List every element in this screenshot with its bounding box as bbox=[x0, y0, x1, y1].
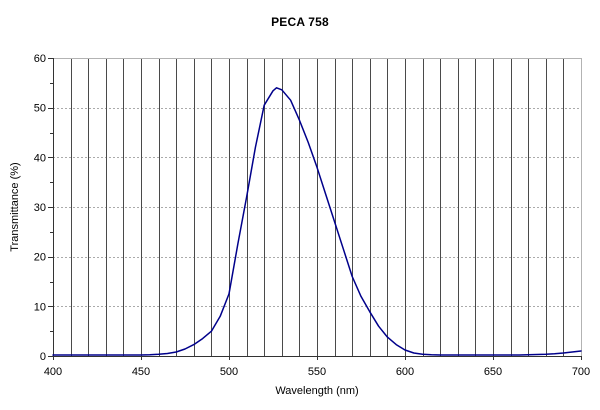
chart-title: PECA 758 bbox=[271, 15, 329, 29]
y-tick-label: 40 bbox=[34, 152, 46, 164]
x-tick-label: 650 bbox=[484, 366, 502, 378]
x-tick-label: 700 bbox=[572, 366, 590, 378]
x-tick-label: 400 bbox=[44, 366, 62, 378]
data-series-line bbox=[52, 87, 582, 356]
x-tick-label: 450 bbox=[132, 366, 150, 378]
y-tick-label: 30 bbox=[34, 202, 46, 214]
y-tick-label: 20 bbox=[34, 252, 46, 264]
x-tick-label: 550 bbox=[308, 366, 326, 378]
y-tick-label: 10 bbox=[34, 301, 46, 313]
x-tick-label: 500 bbox=[220, 366, 238, 378]
y-tick-label: 0 bbox=[40, 351, 46, 363]
x-tick-label: 600 bbox=[396, 366, 414, 378]
y-tick-label: 60 bbox=[34, 53, 46, 65]
y-tick-label: 50 bbox=[34, 103, 46, 115]
x-axis-label: Wavelength (nm) bbox=[275, 385, 359, 397]
